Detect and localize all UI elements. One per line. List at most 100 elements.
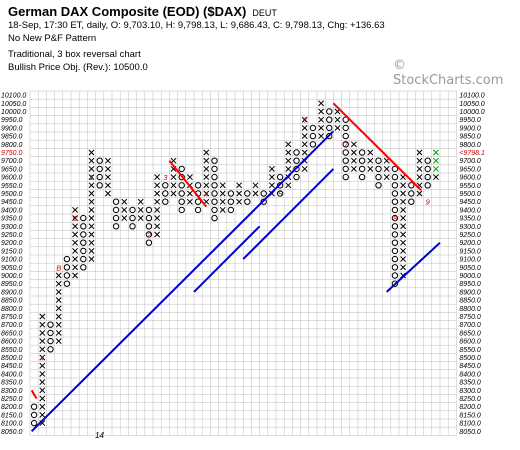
x-mark <box>301 165 308 172</box>
x-stroke <box>350 157 357 164</box>
x-stroke <box>39 329 46 336</box>
pattern-line: No New P&F Pattern <box>8 33 97 44</box>
x-mark <box>186 174 193 181</box>
y-tick-label-right: 10000.0 <box>459 109 484 116</box>
o-mark <box>145 231 153 238</box>
x-stroke <box>154 231 161 238</box>
o-mark <box>63 264 71 271</box>
x-stroke <box>400 190 407 197</box>
x-mark <box>236 190 243 197</box>
o-mark <box>178 165 185 173</box>
month-marker: 4 <box>40 354 44 363</box>
y-tick-label-right: 8650.0 <box>459 330 481 337</box>
x-mark <box>39 362 46 369</box>
y-tick-label-left: 8150.0 <box>1 412 23 419</box>
x-stroke <box>39 346 46 353</box>
y-tick-label-left: 8600.0 <box>1 339 23 346</box>
x-stroke <box>104 157 111 164</box>
o-mark <box>391 231 399 238</box>
x-stroke <box>72 247 79 254</box>
x-mark <box>39 411 46 418</box>
x-stroke <box>88 231 95 238</box>
chart-title-text: German DAX Composite (EOD) ($DAX) <box>8 4 247 19</box>
x-mark <box>104 174 111 181</box>
o-mark <box>178 173 185 181</box>
x-mark <box>72 272 79 279</box>
x-stroke <box>400 223 407 230</box>
y-tick-label-right: 9600.0 <box>459 175 481 182</box>
month-markers: 4 B C 1 2 3 4 5 6 7 8 9 <box>40 116 430 363</box>
o-mark <box>326 124 333 132</box>
y-axis-right: 10100.010050.010000.09950.09900.09850.09… <box>459 93 485 436</box>
o-mark <box>63 280 71 287</box>
y-tick-label-left: 9950.0 <box>1 117 23 124</box>
y-tick-label-right: 8450.0 <box>459 363 481 370</box>
x-mark <box>88 231 95 238</box>
y-tick-label-right: 9550.0 <box>459 183 481 190</box>
o-mark <box>391 223 399 230</box>
x-mark <box>400 215 407 222</box>
x-mark <box>121 206 128 213</box>
x-mark <box>203 190 210 197</box>
x-stroke <box>301 165 308 172</box>
x-stroke <box>39 338 46 345</box>
month-marker: 2 <box>146 231 152 240</box>
x-mark <box>72 247 79 254</box>
month-marker: 5 <box>278 190 283 199</box>
y-tick-label-right: 9950.0 <box>459 117 481 124</box>
o-mark <box>30 403 38 410</box>
o-mark <box>112 223 120 230</box>
y-tick-label-left: 8650.0 <box>1 330 23 337</box>
month-marker: B <box>56 263 61 272</box>
o-mark <box>391 165 399 173</box>
x-stroke <box>301 124 308 131</box>
o-mark <box>80 239 87 246</box>
o-mark <box>391 190 399 197</box>
x-stroke <box>432 149 439 156</box>
x-mark <box>88 174 95 181</box>
x-mark <box>268 174 275 181</box>
y-tick-label-right: 9900.0 <box>459 125 481 132</box>
x-mark <box>416 190 423 197</box>
x-mark <box>400 190 407 197</box>
x-mark <box>39 354 46 361</box>
x-stroke <box>334 116 341 123</box>
x-mark <box>400 264 407 271</box>
o-mark <box>276 190 284 197</box>
o-mark <box>391 214 399 222</box>
o-mark <box>293 165 300 173</box>
o-mark <box>80 264 87 271</box>
x-stroke <box>268 174 275 181</box>
x-mark <box>416 174 423 181</box>
x-mark <box>285 149 292 156</box>
x-mark <box>137 215 144 222</box>
x-mark <box>400 198 407 205</box>
x-stroke <box>104 190 111 197</box>
x-mark <box>55 321 62 328</box>
x-mark <box>285 165 292 172</box>
y-tick-label-right: 10100.0 <box>459 93 484 100</box>
o-mark <box>63 272 71 279</box>
x-mark <box>334 124 341 131</box>
y-tick-label-left: 9600.0 <box>1 175 23 182</box>
x-stroke <box>88 157 95 164</box>
x-stroke <box>416 174 423 181</box>
x-stroke <box>72 223 79 230</box>
y-tick-label-right: 8750.0 <box>459 314 481 321</box>
x-stroke <box>432 174 439 181</box>
x-mark <box>301 149 308 156</box>
x-mark <box>88 215 95 222</box>
x-mark <box>55 329 62 336</box>
o-mark <box>211 206 218 214</box>
o-mark <box>326 132 333 140</box>
y-tick-label-left: 8450.0 <box>1 363 23 370</box>
x-mark <box>318 100 325 107</box>
chart-header: German DAX Composite (EOD) ($DAX) DEUT 18… <box>8 4 385 74</box>
x-stroke <box>88 206 95 213</box>
y-tick-label-left: 9300.0 <box>1 224 23 231</box>
x-mark <box>72 239 79 246</box>
x-stroke <box>88 198 95 205</box>
o-mark <box>227 190 235 197</box>
x-stroke <box>55 329 62 336</box>
o-mark <box>293 149 300 156</box>
